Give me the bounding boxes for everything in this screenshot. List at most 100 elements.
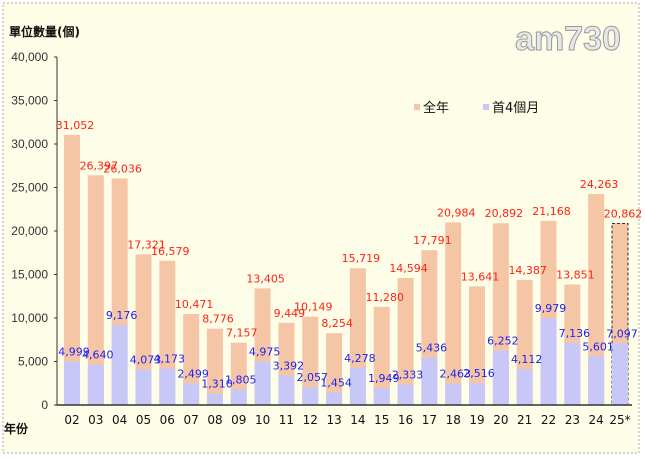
y-tick-label: 30,000 xyxy=(11,137,48,151)
data-label-full-year: 13,641 xyxy=(461,270,500,283)
data-label-full-year: 14,594 xyxy=(389,262,428,275)
bar-first-4-months xyxy=(349,367,366,405)
data-label-full-year: 26,036 xyxy=(103,162,142,175)
legend-swatch-first-4-months xyxy=(483,104,489,110)
y-tick-label: 40,000 xyxy=(11,50,48,64)
x-tick-label: 13 xyxy=(326,413,341,427)
bar-first-4-months xyxy=(278,375,295,405)
bar-first-4-months xyxy=(421,357,438,405)
data-label-full-year: 8,254 xyxy=(321,317,353,330)
x-tick-label: 05 xyxy=(136,413,151,427)
bar-full-year xyxy=(64,134,80,405)
data-label-first-4-months: 9,979 xyxy=(535,302,567,315)
x-tick-label: 21 xyxy=(517,413,532,427)
x-tick-label: 02 xyxy=(64,413,79,427)
bar-first-4-months xyxy=(540,318,557,405)
bar-full-year xyxy=(206,328,223,405)
am730-logo: am730 xyxy=(515,20,621,58)
bar-first-4-months xyxy=(302,387,319,405)
data-label-full-year: 9,449 xyxy=(274,307,306,320)
data-label-first-4-months: 5,436 xyxy=(416,342,448,355)
x-tick-label: 06 xyxy=(160,413,175,427)
bar-first-4-months xyxy=(159,368,176,405)
data-label-first-4-months: 4,975 xyxy=(249,346,281,359)
data-label-full-year: 20,892 xyxy=(485,207,524,220)
x-tick-label: 22 xyxy=(541,413,556,427)
x-tick-label: 19 xyxy=(469,413,484,427)
data-label-full-year: 20,862 xyxy=(604,208,643,221)
bar-first-4-months xyxy=(254,361,271,405)
data-label-first-4-months: 4,640 xyxy=(82,349,114,362)
data-label-first-4-months: 3,392 xyxy=(273,359,305,372)
bar-full-year xyxy=(326,333,343,405)
x-tick-label: 25* xyxy=(609,413,630,427)
x-tick-label: 24 xyxy=(589,413,604,427)
data-label-first-4-months: 5,601 xyxy=(582,340,614,353)
x-tick-label: 18 xyxy=(446,413,461,427)
data-label-first-4-months: 1,949 xyxy=(368,372,400,385)
bar-full-year xyxy=(135,254,152,405)
data-label-first-4-months: 4,112 xyxy=(511,353,543,366)
x-tick-label: 10 xyxy=(255,413,270,427)
data-label-first-4-months: 1,310 xyxy=(201,378,233,391)
y-axis-title: 單位數量(個) xyxy=(9,24,80,39)
x-tick-label: 17 xyxy=(422,413,437,427)
bar-first-4-months xyxy=(373,388,390,405)
data-label-first-4-months: 7,097 xyxy=(606,327,638,340)
bar-first-4-months xyxy=(135,369,152,405)
data-label-first-4-months: 2,499 xyxy=(177,367,209,380)
bar-full-year xyxy=(373,306,390,405)
data-label-first-4-months: 1,454 xyxy=(320,376,352,389)
data-label-first-4-months: 6,252 xyxy=(487,335,519,348)
x-tick-label: 09 xyxy=(231,413,246,427)
x-tick-label: 15 xyxy=(374,413,389,427)
data-label-full-year: 21,168 xyxy=(532,205,571,218)
data-label-full-year: 20,984 xyxy=(437,206,476,219)
data-label-full-year: 7,157 xyxy=(226,327,258,340)
data-label-full-year: 17,321 xyxy=(127,238,166,251)
bar-first-4-months xyxy=(612,343,628,405)
legend: 全年 首4個月 xyxy=(414,100,539,116)
y-tick-label: 10,000 xyxy=(11,311,48,325)
data-label-full-year: 16,579 xyxy=(151,245,190,258)
bar-first-4-months xyxy=(111,325,128,405)
data-label-full-year: 24,263 xyxy=(580,178,619,191)
bar-full-year xyxy=(588,193,605,405)
bar-full-year xyxy=(445,222,462,405)
data-label-full-year: 14,387 xyxy=(508,264,547,277)
data-label-first-4-months: 2,516 xyxy=(463,367,495,380)
bar-full-year xyxy=(183,313,200,405)
data-label-first-4-months: 9,176 xyxy=(106,309,138,322)
bar-first-4-months xyxy=(492,350,509,405)
bar-first-4-months xyxy=(564,342,581,405)
x-tick-label: 12 xyxy=(303,413,318,427)
data-label-full-year: 13,405 xyxy=(246,272,285,285)
y-tick-label: 25,000 xyxy=(11,181,48,195)
data-label-full-year: 31,052 xyxy=(56,119,95,132)
bar-full-year xyxy=(397,278,414,405)
bar-first-4-months xyxy=(397,384,414,405)
x-tick-label: 20 xyxy=(493,413,508,427)
data-label-first-4-months: 2,333 xyxy=(392,369,424,382)
data-label-full-year: 10,149 xyxy=(294,301,333,314)
bar-first-4-months xyxy=(230,389,247,405)
x-tick-label: 16 xyxy=(398,413,413,427)
bar-full-year xyxy=(87,175,104,405)
bar-first-4-months xyxy=(516,369,533,405)
data-label-full-year: 11,280 xyxy=(365,291,404,304)
bar-first-4-months xyxy=(326,392,343,405)
x-tick-label: 04 xyxy=(112,413,127,427)
x-tick-label: 08 xyxy=(207,413,222,427)
data-label-first-4-months: 4,999 xyxy=(58,346,90,359)
data-label-first-4-months: 4,278 xyxy=(344,352,376,365)
bar-full-year xyxy=(302,316,319,405)
bar-first-4-months xyxy=(64,361,80,405)
legend-label-first-4-months: 首4個月 xyxy=(492,101,539,116)
bar-first-4-months xyxy=(588,356,605,405)
data-label-full-year: 15,719 xyxy=(342,252,381,265)
x-tick-label: 23 xyxy=(565,413,580,427)
x-tick-label: 11 xyxy=(279,413,294,427)
data-label-first-4-months: 1,805 xyxy=(225,373,257,386)
y-tick-label: 15,000 xyxy=(11,268,48,282)
